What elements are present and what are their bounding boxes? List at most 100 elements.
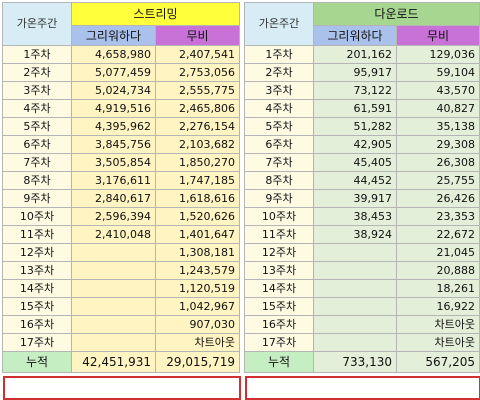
col-a-value [313,243,397,262]
col-b-value: 907,030 [154,315,241,334]
col-b-value: 29,308 [395,135,480,154]
streaming-total-b: 29,015,719 [154,351,241,373]
col-b-value: 차트아웃 [154,333,241,352]
week-cell: 9주차 [244,189,314,208]
col-a-value [71,297,156,316]
col-a-value: 201,162 [313,45,397,64]
week-cell: 11주차 [244,225,314,244]
table-row: 3주차 73,122 43,570 [244,81,480,100]
week-cell: 1주차 [2,45,72,64]
streaming-col-b-header: 무비 [154,25,241,46]
streaming-week-header: 가온주간 [2,2,72,46]
col-a-value: 44,452 [313,171,397,190]
col-a-value: 51,282 [313,117,397,136]
col-b-value: 1,120,519 [154,279,241,298]
week-cell: 3주차 [2,81,72,100]
col-b-value: 차트아웃 [395,333,480,352]
col-b-value: 22,672 [395,225,480,244]
col-a-value [313,297,397,316]
col-b-value: 2,103,682 [154,135,241,154]
col-a-value [71,279,156,298]
week-cell: 6주차 [2,135,72,154]
table-row: 8주차 3,176,611 1,747,185 [2,171,241,190]
col-b-value: 40,827 [395,99,480,118]
col-a-value [313,315,397,334]
col-b-value: 1,747,185 [154,171,241,190]
table-row: 9주차 2,840,617 1,618,616 [2,189,241,208]
col-b-value: 2,407,541 [154,45,241,64]
table-row: 7주차 45,405 26,308 [244,153,480,172]
col-a-value: 73,122 [313,81,397,100]
col-b-value: 26,308 [395,153,480,172]
table-row: 2주차 95,917 59,104 [244,63,480,82]
download-col-a-header: 그리워하다 [313,25,397,46]
col-a-value: 95,917 [313,63,397,82]
col-a-value: 3,845,756 [71,135,156,154]
download-section-title: 다운로드 [312,2,480,26]
week-cell: 8주차 [244,171,314,190]
col-a-value: 5,024,734 [71,81,156,100]
col-a-value: 5,077,459 [71,63,156,82]
col-a-value: 39,917 [313,189,397,208]
col-a-value: 38,924 [313,225,397,244]
download-table: 가온주간 다운로드 그리워하다 무비 1주차 201,162 129,036 2주차 95,91… [244,2,480,373]
col-b-value: 2,276,154 [154,117,241,136]
week-cell: 7주차 [244,153,314,172]
download-header-row: 가온주간 다운로드 [244,2,480,46]
table-row: 6주차 42,905 29,308 [244,135,480,154]
col-b-value: 1,042,967 [154,297,241,316]
col-a-value [313,261,397,280]
week-cell: 1주차 [244,45,314,64]
streaming-total-highlight [3,376,241,400]
col-a-value: 45,405 [313,153,397,172]
col-a-value [71,333,156,352]
col-a-value: 38,453 [313,207,397,226]
download-total-a: 733,130 [313,351,397,373]
col-b-value: 21,045 [395,243,480,262]
download-col-b-header: 무비 [395,25,480,46]
streaming-subheader-row: 그리워하다 무비 [3,25,241,46]
table-row: 3주차 5,024,734 2,555,775 [2,81,241,100]
col-b-value: 20,888 [395,261,480,280]
week-cell: 15주차 [2,297,72,316]
week-cell: 8주차 [2,171,72,190]
week-cell: 17주차 [244,333,314,352]
table-row: 13주차 20,888 [244,261,480,280]
table-row: 12주차 21,045 [244,243,480,262]
table-row: 6주차 3,845,756 2,103,682 [2,135,241,154]
week-cell: 2주차 [2,63,72,82]
streaming-col-a-header: 그리워하다 [71,25,156,46]
streaming-table-body: 가온주간 스트리밍 그리워하다 무비 1주차 4,658,980 2,407,541 2주차 5… [2,2,241,373]
streaming-total-a: 42,451,931 [71,351,156,373]
col-b-value: 25,755 [395,171,480,190]
download-total-highlight [245,376,480,400]
streaming-total-label: 누적 [2,351,72,373]
week-cell: 13주차 [244,261,314,280]
week-cell: 6주차 [244,135,314,154]
col-b-value: 23,353 [395,207,480,226]
week-cell: 16주차 [244,315,314,334]
col-a-value [71,261,156,280]
week-cell: 11주차 [2,225,72,244]
col-b-value: 59,104 [395,63,480,82]
table-row: 5주차 4,395,962 2,276,154 [2,117,241,136]
download-table-body: 가온주간 다운로드 그리워하다 무비 1주차 201,162 129,036 2주차 95,91… [244,2,480,373]
week-cell: 14주차 [2,279,72,298]
week-cell: 12주차 [244,243,314,262]
table-row: 17주차 차트아웃 [2,333,241,352]
table-row: 2주차 5,077,459 2,753,056 [2,63,241,82]
table-row: 15주차 1,042,967 [2,297,241,316]
week-cell: 15주차 [244,297,314,316]
table-row: 4주차 4,919,516 2,465,806 [2,99,241,118]
table-row: 13주차 1,243,579 [2,261,241,280]
col-a-value: 2,840,617 [71,189,156,208]
streaming-total-row: 누적 42,451,931 29,015,719 [2,351,241,373]
table-row: 14주차 1,120,519 [2,279,241,298]
week-cell: 10주차 [244,207,314,226]
table-row: 11주차 38,924 22,672 [244,225,480,244]
table-row: 5주차 51,282 35,138 [244,117,480,136]
week-cell: 17주차 [2,333,72,352]
download-total-label: 누적 [244,351,314,373]
col-a-value: 2,410,048 [71,225,156,244]
download-subheader-row: 그리워하다 무비 [245,25,480,46]
